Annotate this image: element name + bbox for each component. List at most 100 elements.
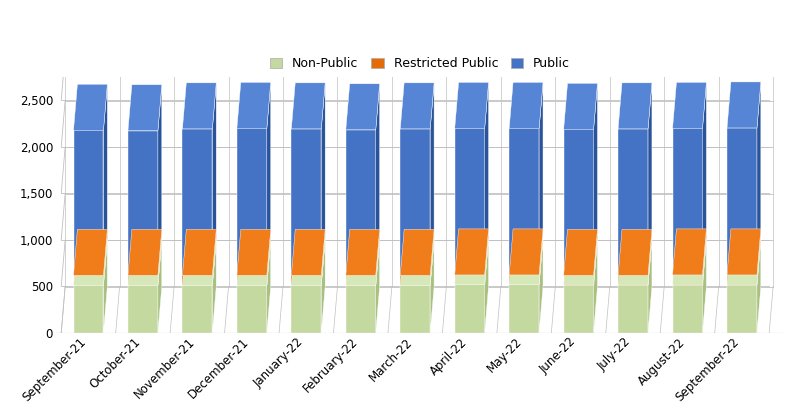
Polygon shape: [757, 239, 761, 333]
Polygon shape: [346, 229, 380, 275]
Polygon shape: [509, 129, 539, 275]
Polygon shape: [74, 275, 103, 285]
Polygon shape: [757, 82, 761, 275]
Polygon shape: [673, 83, 706, 129]
Polygon shape: [702, 229, 706, 285]
Polygon shape: [485, 229, 488, 284]
Polygon shape: [292, 83, 325, 129]
Polygon shape: [509, 284, 539, 333]
Polygon shape: [74, 130, 103, 275]
Polygon shape: [128, 285, 158, 333]
Polygon shape: [400, 83, 434, 129]
Polygon shape: [618, 229, 652, 275]
Polygon shape: [292, 275, 321, 285]
Polygon shape: [430, 239, 434, 333]
Polygon shape: [539, 229, 543, 284]
Polygon shape: [237, 239, 271, 285]
Polygon shape: [455, 284, 485, 333]
Polygon shape: [74, 229, 107, 275]
Polygon shape: [455, 275, 485, 284]
Polygon shape: [455, 129, 485, 275]
Polygon shape: [346, 130, 376, 275]
Polygon shape: [128, 131, 158, 275]
Polygon shape: [757, 229, 761, 285]
Polygon shape: [103, 239, 107, 333]
Polygon shape: [563, 129, 594, 275]
Polygon shape: [594, 229, 598, 285]
Polygon shape: [563, 285, 594, 333]
Polygon shape: [128, 229, 162, 275]
Polygon shape: [400, 275, 430, 285]
Polygon shape: [430, 83, 434, 275]
Polygon shape: [618, 83, 652, 129]
Polygon shape: [376, 239, 380, 333]
Polygon shape: [485, 83, 488, 275]
Polygon shape: [400, 129, 430, 275]
Polygon shape: [673, 285, 702, 333]
Polygon shape: [400, 239, 434, 285]
Polygon shape: [673, 129, 702, 275]
Polygon shape: [539, 238, 543, 333]
Polygon shape: [400, 229, 434, 275]
Polygon shape: [509, 83, 543, 129]
Polygon shape: [618, 275, 648, 285]
Polygon shape: [509, 238, 543, 284]
Polygon shape: [400, 285, 430, 333]
Polygon shape: [727, 82, 761, 128]
Polygon shape: [267, 83, 271, 275]
Polygon shape: [727, 275, 757, 285]
Polygon shape: [292, 285, 321, 333]
Polygon shape: [618, 129, 648, 275]
Polygon shape: [346, 285, 376, 333]
Polygon shape: [509, 229, 543, 275]
Polygon shape: [594, 239, 598, 333]
Polygon shape: [455, 229, 488, 275]
Polygon shape: [563, 239, 598, 285]
Polygon shape: [727, 128, 757, 275]
Polygon shape: [213, 83, 217, 275]
Polygon shape: [292, 239, 325, 285]
Polygon shape: [182, 229, 217, 275]
Polygon shape: [321, 83, 325, 275]
Polygon shape: [182, 129, 213, 275]
Polygon shape: [213, 239, 217, 333]
Polygon shape: [237, 285, 267, 333]
Polygon shape: [182, 83, 217, 129]
Polygon shape: [292, 129, 321, 275]
Polygon shape: [594, 83, 598, 275]
Polygon shape: [267, 229, 271, 285]
Polygon shape: [539, 83, 543, 275]
Polygon shape: [618, 285, 648, 333]
Polygon shape: [346, 239, 380, 285]
Polygon shape: [346, 275, 376, 285]
Polygon shape: [74, 84, 107, 130]
Polygon shape: [158, 85, 162, 275]
Polygon shape: [158, 239, 162, 333]
Polygon shape: [727, 285, 757, 333]
Polygon shape: [648, 229, 652, 285]
Polygon shape: [563, 83, 598, 129]
Polygon shape: [455, 83, 488, 129]
Polygon shape: [563, 275, 594, 285]
Polygon shape: [74, 239, 107, 285]
Polygon shape: [237, 129, 267, 275]
Polygon shape: [346, 84, 380, 130]
Polygon shape: [455, 238, 488, 284]
Polygon shape: [727, 229, 761, 275]
Polygon shape: [673, 239, 706, 285]
Polygon shape: [321, 229, 325, 285]
Polygon shape: [237, 229, 271, 275]
Polygon shape: [74, 285, 103, 333]
Polygon shape: [237, 83, 271, 129]
Polygon shape: [128, 85, 162, 131]
Polygon shape: [182, 275, 213, 285]
Polygon shape: [648, 83, 652, 275]
Polygon shape: [237, 275, 267, 285]
Polygon shape: [673, 275, 702, 285]
Polygon shape: [509, 275, 539, 284]
Polygon shape: [267, 239, 271, 333]
Polygon shape: [563, 229, 598, 275]
Polygon shape: [618, 239, 652, 285]
Polygon shape: [128, 275, 158, 285]
Polygon shape: [376, 84, 380, 275]
